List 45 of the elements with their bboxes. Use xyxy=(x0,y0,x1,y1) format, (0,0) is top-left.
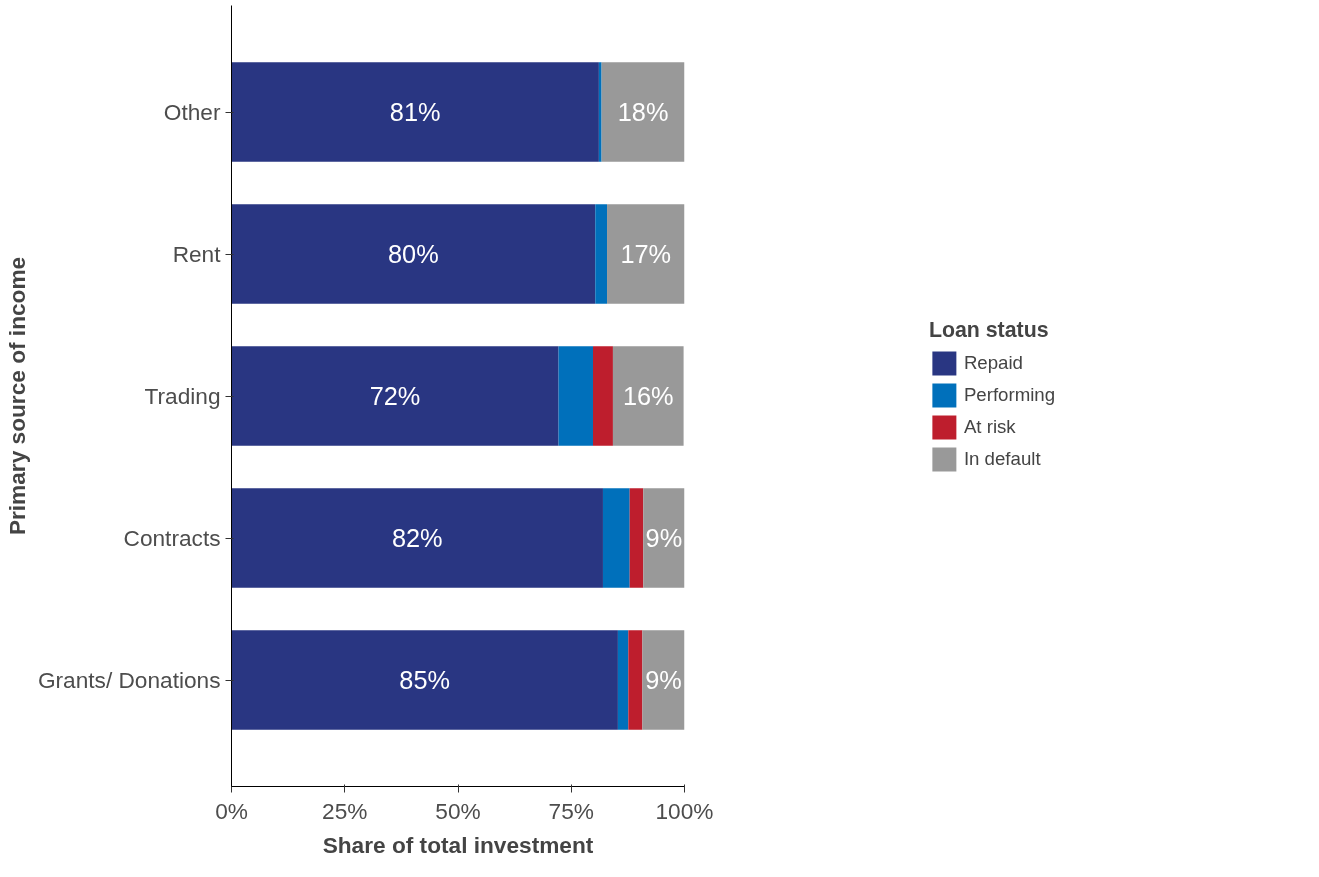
data-label: 16% xyxy=(622,382,674,410)
bar xyxy=(628,630,643,730)
data-label: 82% xyxy=(391,524,443,552)
x-axis-title: Share of total investment xyxy=(322,831,594,858)
bar xyxy=(642,630,685,730)
bar xyxy=(612,346,684,446)
legend-title: Loan status xyxy=(928,317,1050,343)
y-tick-label: Trading xyxy=(144,383,221,409)
data-label: 18% xyxy=(617,98,669,126)
x-tick-label: 75% xyxy=(548,797,594,824)
bar xyxy=(231,204,596,304)
y-tick-label: Contracts xyxy=(123,525,221,551)
x-tick-label: 0% xyxy=(215,797,248,824)
data-label: 17% xyxy=(620,240,672,268)
bar xyxy=(231,62,599,162)
data-label: 9% xyxy=(645,666,682,694)
bar xyxy=(592,346,613,446)
x-tick-label: 50% xyxy=(435,797,481,824)
bar xyxy=(617,630,629,730)
bar xyxy=(643,488,685,588)
bar xyxy=(558,346,593,446)
data-label: 81% xyxy=(389,98,441,126)
data-label: 80% xyxy=(388,240,439,268)
y-tick-label: Rent xyxy=(172,241,222,267)
legend-label: In default xyxy=(963,447,1041,470)
y-axis-title: Primary source of income xyxy=(3,256,30,536)
data-label: 9% xyxy=(645,524,683,552)
bar xyxy=(601,62,685,162)
legend-label: Performing xyxy=(963,383,1056,406)
y-tick-label: Grants/ Donations xyxy=(37,667,221,693)
bar xyxy=(602,488,630,588)
bar xyxy=(629,488,644,588)
data-label: 85% xyxy=(399,666,451,694)
y-tick-label: Other xyxy=(163,99,221,125)
legend-label: Repaid xyxy=(963,351,1023,374)
data-label: 72% xyxy=(369,382,421,410)
bar xyxy=(598,62,602,162)
bar xyxy=(231,346,559,446)
x-tick-label: 25% xyxy=(322,797,368,824)
x-tick-label: 100% xyxy=(655,797,714,824)
bar xyxy=(607,204,685,304)
legend-label: At risk xyxy=(963,415,1016,438)
bar xyxy=(595,204,608,304)
bar xyxy=(231,488,603,588)
bar xyxy=(231,630,618,730)
